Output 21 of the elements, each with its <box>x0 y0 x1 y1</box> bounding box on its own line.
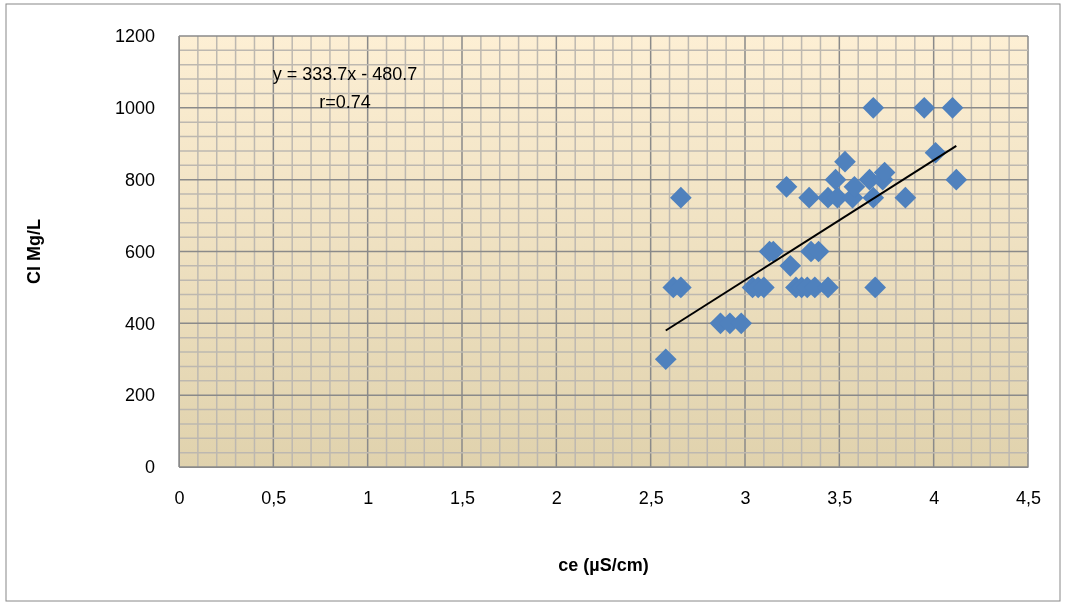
y-tick-label: 200 <box>124 385 155 406</box>
y-axis-title: Cl Mg/L <box>24 219 44 284</box>
x-tick-label: 0 <box>174 487 185 508</box>
x-tick-label: 3,5 <box>827 487 853 508</box>
x-tick-label: 4 <box>929 487 940 508</box>
x-tick-label: 0,5 <box>261 487 287 508</box>
x-tick-label: 1,5 <box>449 487 476 508</box>
y-tick-label: 400 <box>124 313 155 334</box>
y-tick-label: 600 <box>124 241 155 262</box>
y-tick-label: 1000 <box>114 98 155 119</box>
y-tick-label: 0 <box>144 457 155 478</box>
x-tick-label: 2,5 <box>638 487 664 508</box>
x-tick-label: 1 <box>363 487 374 508</box>
y-tick-label: 1200 <box>114 26 155 47</box>
x-tick-label: 4,5 <box>1015 487 1042 508</box>
x-axis-title: ce (µS/cm) <box>558 555 649 575</box>
x-tick-label: 3 <box>740 487 751 508</box>
y-tick-label: 800 <box>124 169 155 190</box>
annotation: r=0.74 <box>319 92 371 112</box>
annotation: y = 333.7x - 480.7 <box>272 64 418 84</box>
x-tick-label: 2 <box>551 487 562 508</box>
